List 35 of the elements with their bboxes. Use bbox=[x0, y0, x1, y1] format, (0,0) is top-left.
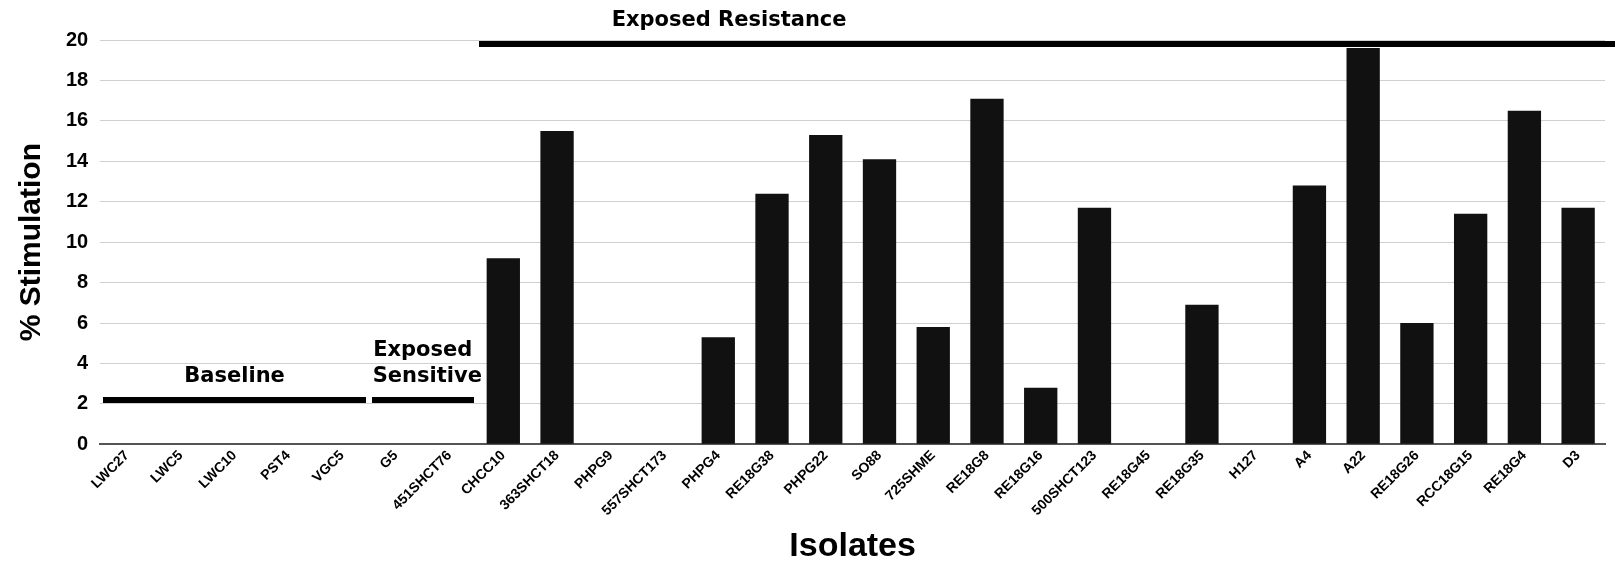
bar bbox=[1507, 110, 1542, 444]
bar bbox=[1400, 323, 1434, 444]
annotation: Baseline bbox=[184, 361, 285, 388]
bar bbox=[1346, 48, 1380, 444]
bar bbox=[701, 337, 735, 444]
annotation: Exposed Sensitive bbox=[372, 335, 482, 388]
bar bbox=[755, 193, 789, 444]
bar bbox=[1024, 387, 1058, 444]
bar bbox=[486, 258, 520, 444]
y-tick-label: 8 bbox=[77, 270, 89, 293]
bar bbox=[1561, 207, 1595, 444]
bar bbox=[1185, 304, 1219, 444]
bar bbox=[1077, 207, 1112, 444]
bar bbox=[809, 135, 843, 444]
y-tick-label: 20 bbox=[66, 27, 89, 50]
y-tick-label: 2 bbox=[77, 391, 89, 414]
text: Exposed Resistance bbox=[611, 6, 847, 33]
x-tick-label: D3 bbox=[1559, 446, 1584, 471]
bar bbox=[1292, 185, 1327, 444]
bar bbox=[862, 159, 897, 444]
y-tick-label: 14 bbox=[66, 148, 90, 171]
x-tick-label: A4 bbox=[1290, 446, 1315, 471]
y-tick-label: 4 bbox=[77, 350, 90, 373]
y-tick-label: 10 bbox=[66, 229, 89, 252]
y-axis-title: % Stimulation bbox=[13, 143, 47, 342]
y-tick-label: 16 bbox=[66, 108, 89, 131]
bar bbox=[916, 327, 950, 444]
bar bbox=[540, 130, 574, 444]
bar bbox=[1453, 213, 1488, 444]
x-axis-title: Isolates bbox=[789, 524, 916, 563]
y-tick-label: 12 bbox=[66, 189, 89, 212]
y-tick-label: 6 bbox=[77, 310, 89, 333]
y-tick-label: 18 bbox=[66, 67, 89, 90]
bar bbox=[970, 98, 1004, 444]
y-tick-label: 0 bbox=[77, 431, 89, 454]
